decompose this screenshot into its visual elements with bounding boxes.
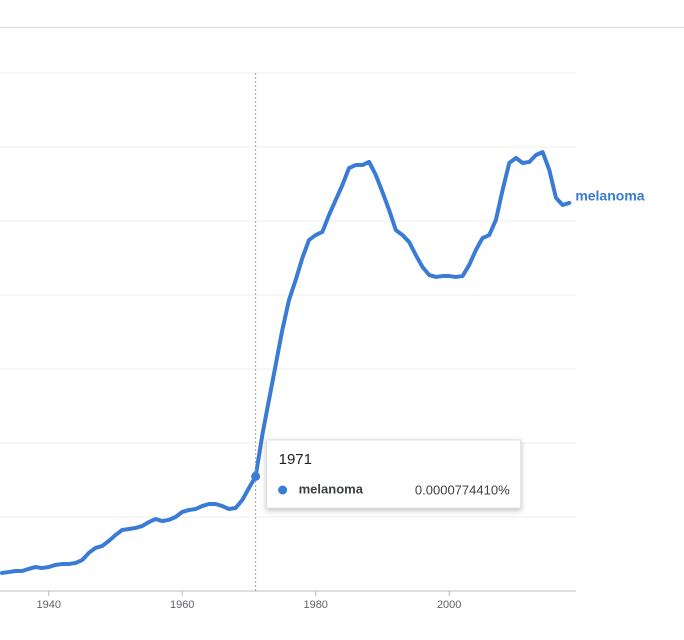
tooltip-year: 1971: [279, 451, 312, 468]
series-end-label: melanoma: [575, 188, 644, 204]
tooltip-series: melanoma: [299, 481, 364, 496]
x-tick-label: 1960: [170, 599, 194, 611]
tooltip-box: [266, 439, 522, 509]
x-tick-label: 1980: [303, 599, 327, 611]
tooltip: 1971 melanoma 0.0000774410%: [266, 439, 522, 509]
tooltip-value: 0.0000774410%: [415, 482, 510, 497]
x-tick-label: 1940: [36, 599, 60, 611]
series-line: [0, 150, 572, 575]
x-tick-label: 2000: [437, 599, 461, 611]
hover-point: [251, 471, 261, 481]
tooltip-swatch: [278, 485, 288, 495]
